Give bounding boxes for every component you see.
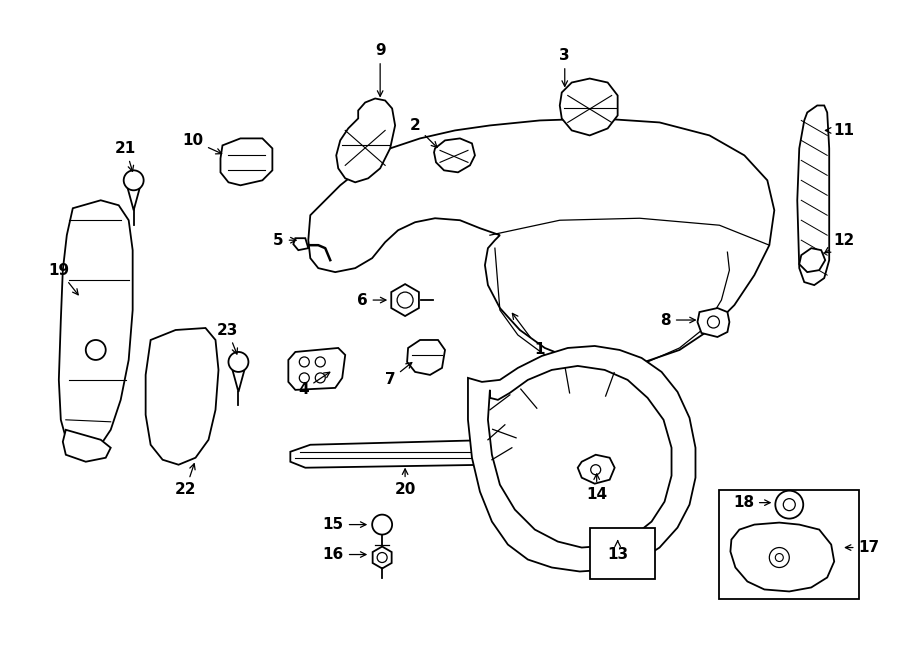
Circle shape bbox=[229, 352, 248, 372]
Circle shape bbox=[590, 465, 600, 475]
Polygon shape bbox=[799, 248, 825, 272]
Polygon shape bbox=[797, 106, 829, 285]
Text: 4: 4 bbox=[298, 372, 329, 397]
Polygon shape bbox=[63, 430, 111, 462]
Circle shape bbox=[315, 373, 325, 383]
Text: 13: 13 bbox=[608, 541, 628, 562]
Polygon shape bbox=[731, 523, 834, 592]
Polygon shape bbox=[560, 79, 617, 136]
Text: 15: 15 bbox=[323, 517, 366, 532]
Polygon shape bbox=[232, 370, 245, 392]
Text: 18: 18 bbox=[733, 495, 770, 510]
Text: 16: 16 bbox=[322, 547, 366, 562]
Polygon shape bbox=[309, 118, 774, 365]
Circle shape bbox=[770, 547, 789, 568]
Text: 7: 7 bbox=[385, 362, 412, 387]
Polygon shape bbox=[578, 455, 615, 484]
Circle shape bbox=[300, 357, 310, 367]
Text: 2: 2 bbox=[410, 118, 437, 147]
Polygon shape bbox=[220, 138, 273, 185]
Polygon shape bbox=[434, 138, 475, 173]
Text: 11: 11 bbox=[825, 123, 855, 138]
Text: 19: 19 bbox=[49, 262, 78, 295]
Polygon shape bbox=[698, 308, 729, 337]
Polygon shape bbox=[407, 340, 445, 375]
Polygon shape bbox=[291, 440, 508, 468]
Circle shape bbox=[86, 340, 105, 360]
Polygon shape bbox=[288, 348, 346, 390]
Circle shape bbox=[300, 373, 310, 383]
Circle shape bbox=[373, 515, 392, 535]
Circle shape bbox=[783, 498, 796, 510]
Text: 3: 3 bbox=[560, 48, 570, 87]
Text: 8: 8 bbox=[661, 313, 696, 327]
Circle shape bbox=[377, 553, 387, 563]
Polygon shape bbox=[337, 98, 395, 182]
Text: 22: 22 bbox=[175, 464, 196, 497]
Text: 1: 1 bbox=[512, 313, 545, 358]
Bar bbox=[590, 527, 654, 580]
Text: 14: 14 bbox=[586, 474, 608, 502]
Circle shape bbox=[775, 490, 804, 519]
Circle shape bbox=[707, 316, 719, 328]
Circle shape bbox=[123, 171, 144, 190]
Polygon shape bbox=[146, 328, 219, 465]
Polygon shape bbox=[373, 547, 392, 568]
Text: 5: 5 bbox=[273, 233, 296, 248]
Polygon shape bbox=[58, 200, 132, 447]
Polygon shape bbox=[468, 346, 696, 572]
Text: 10: 10 bbox=[182, 133, 221, 154]
Text: 6: 6 bbox=[356, 293, 386, 307]
Text: 20: 20 bbox=[394, 469, 416, 497]
Polygon shape bbox=[128, 188, 140, 210]
Text: 17: 17 bbox=[845, 540, 879, 555]
Polygon shape bbox=[488, 366, 671, 547]
Polygon shape bbox=[392, 284, 418, 316]
Text: 12: 12 bbox=[824, 233, 855, 253]
Polygon shape bbox=[293, 238, 309, 250]
Text: 9: 9 bbox=[374, 43, 385, 97]
Circle shape bbox=[315, 357, 325, 367]
Bar bbox=[719, 490, 860, 600]
Circle shape bbox=[775, 553, 783, 561]
Text: 23: 23 bbox=[217, 323, 239, 354]
Text: 21: 21 bbox=[115, 141, 136, 171]
Circle shape bbox=[397, 292, 413, 308]
